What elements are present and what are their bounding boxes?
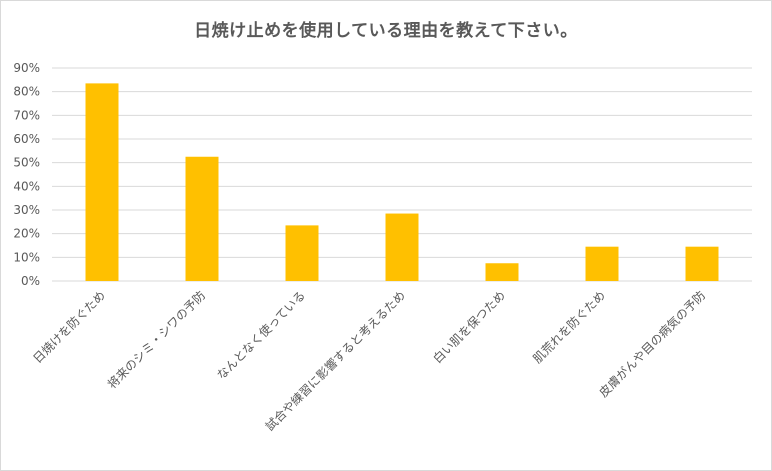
y-tick-label: 0% bbox=[21, 274, 40, 288]
bar bbox=[85, 83, 119, 281]
y-tick-label: 10% bbox=[13, 250, 40, 264]
x-category-label: 皮膚がんや目の病気の予防 bbox=[596, 288, 708, 400]
x-category-label: 日焼けを防ぐため bbox=[30, 288, 108, 366]
bar bbox=[685, 246, 719, 281]
bar bbox=[485, 263, 519, 281]
bar bbox=[185, 156, 219, 281]
y-tick-label: 60% bbox=[13, 132, 40, 146]
y-tick-label: 80% bbox=[13, 85, 40, 99]
y-tick-label: 30% bbox=[13, 203, 40, 217]
y-tick-label: 40% bbox=[13, 179, 40, 193]
y-tick-label: 90% bbox=[13, 61, 40, 75]
y-tick-label: 50% bbox=[13, 156, 40, 170]
x-category-label: 将来のシミ・シワの予防 bbox=[104, 288, 208, 392]
y-tick-label: 70% bbox=[13, 108, 40, 122]
bar bbox=[285, 225, 319, 281]
x-category-label: なんとなく使っている bbox=[213, 288, 308, 383]
bar bbox=[385, 213, 419, 281]
x-category-label: 白い肌を保つため bbox=[430, 288, 508, 366]
chart-title: 日焼け止めを使用している理由を教えて下さい。 bbox=[194, 21, 578, 41]
y-tick-label: 20% bbox=[13, 227, 40, 241]
x-category-label: 肌荒れを防ぐため bbox=[530, 288, 608, 366]
bar bbox=[585, 246, 619, 281]
